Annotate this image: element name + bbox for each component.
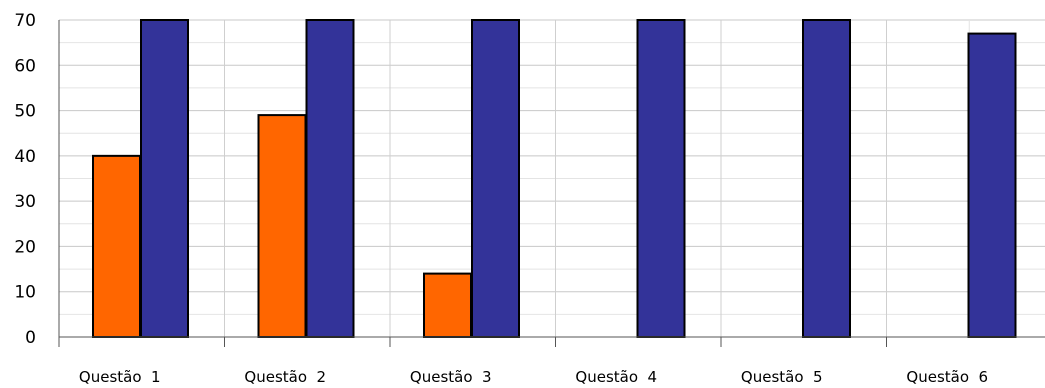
bar-series-2-2: [305, 19, 355, 338]
bar-series-1-3: [423, 272, 472, 339]
category-label: Questão 6: [906, 368, 988, 386]
bar-series-2-5: [802, 19, 851, 338]
bar-series-2-6: [967, 32, 1017, 338]
bar-series-1-1: [92, 154, 141, 338]
bars: [92, 19, 1017, 339]
y-tick-labels: 0 10 20 30 40 50 60 70: [14, 11, 36, 348]
y-tick-label: 70: [14, 11, 36, 31]
y-tick-label: 20: [14, 237, 36, 257]
category-label: Questão 5: [741, 368, 823, 386]
category-label: Questão 4: [575, 368, 657, 386]
y-tick-label: 50: [14, 102, 36, 122]
category-labels: Questão 1 Questão 2 Questão 3 Questão 4 Ques…: [79, 368, 988, 386]
y-tick-label: 60: [14, 56, 36, 76]
y-tick-label: 30: [14, 192, 36, 212]
bar-series-2-1: [140, 19, 189, 338]
y-tick-label: 40: [14, 147, 36, 167]
category-label: Questão 1: [79, 368, 161, 386]
y-tick-label: 10: [14, 283, 36, 303]
y-tick-label: 0: [25, 328, 36, 348]
category-label: Questão 3: [410, 368, 492, 386]
bar-series-2-4: [636, 19, 686, 338]
category-label: Questão 2: [244, 368, 326, 386]
bar-series-2-3: [471, 19, 520, 338]
gridlines: [58, 19, 1045, 338]
axes: [58, 20, 1045, 347]
bar-series-1-2: [257, 114, 307, 338]
